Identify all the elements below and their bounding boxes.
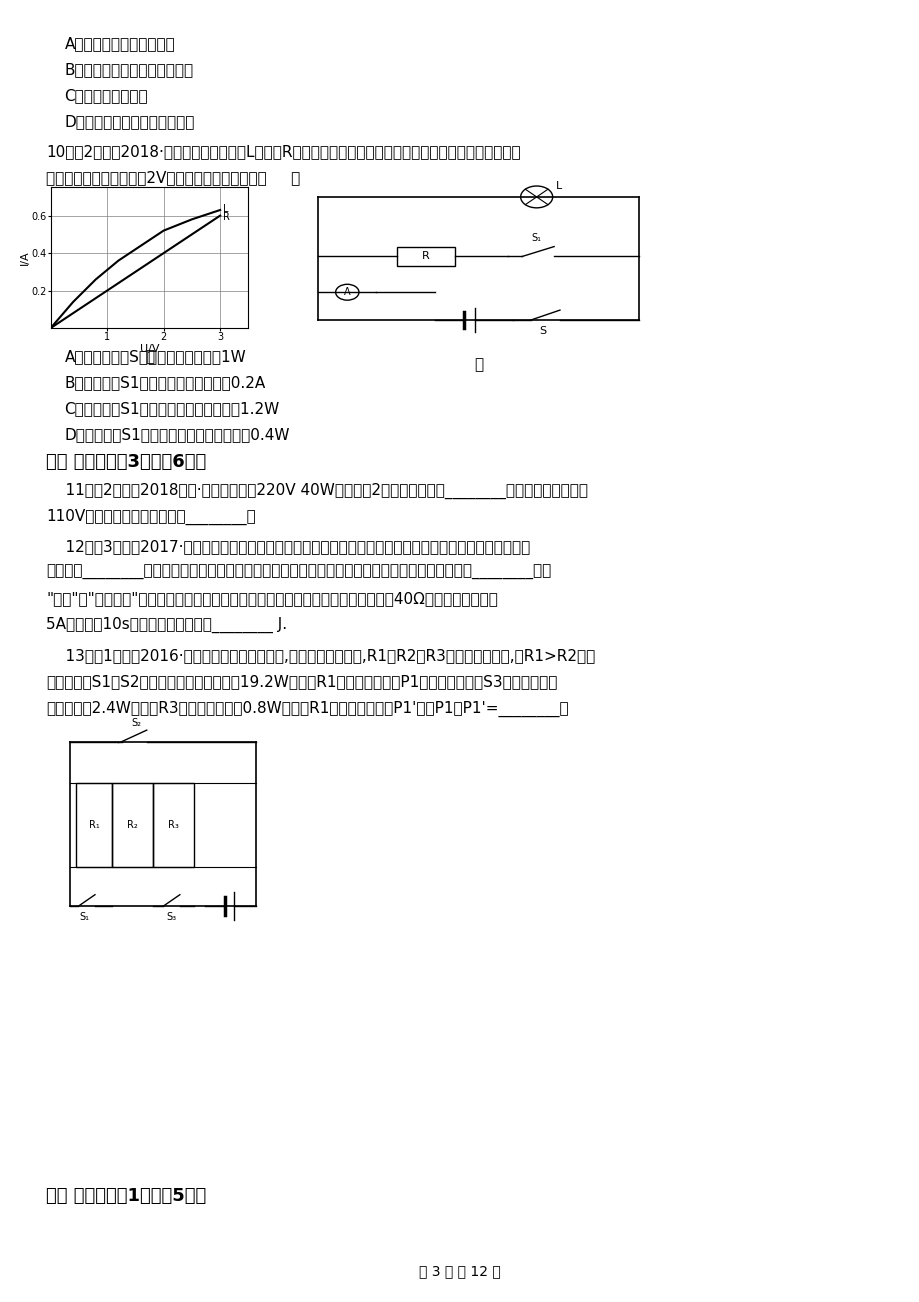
Text: 110V的电源上，其实际功率为________．: 110V的电源上，其实际功率为________． (46, 509, 255, 525)
Text: 11．（2分）（2018九上·大石桥期末）220V 40W的电灯，2度电可正常工作________小时．如果把它接在: 11．（2分）（2018九上·大石桥期末）220V 40W的电灯，2度电可正常工… (46, 483, 587, 499)
Text: C．当再闭合S1后，电路消耗的总功率为1.2W: C．当再闭合S1后，电路消耗的总功率为1.2W (64, 401, 279, 417)
Text: A．只闭合开关S，电路消耗的功率是1W: A．只闭合开关S，电路消耗的功率是1W (64, 349, 246, 365)
Text: C．扫地时灰尘飞扬: C．扫地时灰尘飞扬 (64, 89, 148, 104)
Text: 沫小球带________电；小明发现空调与台灯的电源线虽然都是铜线，但规格明显不同，这主要是因为________（填: 沫小球带________电；小明发现空调与台灯的电源线虽然都是铜线，但规格明显不… (46, 565, 550, 581)
Text: 已知该电路中电源电压是2V，则下列结论错误的是（     ）: 已知该电路中电源电压是2V，则下列结论错误的是（ ） (46, 171, 300, 186)
Text: B．炒菜时加点盐，菜就有咸味: B．炒菜时加点盐，菜就有咸味 (64, 62, 193, 78)
Text: 的电功率为2.4W，电阻R3消耗的电功率为0.8W，电阻R1消耗的电功率为P1'；则P1：P1'=________。: 的电功率为2.4W，电阻R3消耗的电功率为0.8W，电阻R1消耗的电功率为P1'… (46, 700, 568, 716)
Text: 10．（2分）（2018·德阳）图甲是小灯泡L和电阻R的电流随电压变化图象，将它们按图乙所示接入电路中。: 10．（2分）（2018·德阳）图甲是小灯泡L和电阻R的电流随电压变化图象，将它… (46, 145, 520, 160)
Text: 只闭合开关S1、S2时，电路消耗的电功率为19.2W，电阻R1消耗的电功率为P1；当只闭合开关S3时，电路消耗: 只闭合开关S1、S2时，电路消耗的电功率为19.2W，电阻R1消耗的电功率为P1… (46, 674, 557, 690)
Text: 5A，则通电10s电阻丝产生的热量为________ J.: 5A，则通电10s电阻丝产生的热量为________ J. (46, 617, 287, 633)
Text: 第 3 页 共 12 页: 第 3 页 共 12 页 (419, 1264, 500, 1277)
Text: 12．（3分）（2017·临沂）小明用毛皮摩擦过的橡胶棒与悬挂着的泡沫小球靠近时，它们相互排斥，则该泡: 12．（3分）（2017·临沂）小明用毛皮摩擦过的橡胶棒与悬挂着的泡沫小球靠近时… (46, 539, 529, 555)
Text: D．香水瓶盖打开后能闻到香味: D．香水瓶盖打开后能闻到香味 (64, 115, 195, 130)
Text: 甲: 甲 (145, 349, 153, 365)
Text: 二、 填空题（共3题；共6分）: 二、 填空题（共3题；共6分） (46, 453, 206, 471)
Text: 乙: 乙 (473, 357, 482, 372)
Text: D．当再闭合S1后，电路消耗的功率将增大0.4W: D．当再闭合S1后，电路消耗的功率将增大0.4W (64, 427, 289, 443)
Text: 三、 作图题（共1题；共5分）: 三、 作图题（共1题；共5分） (46, 1187, 206, 1206)
Text: B．当再闭合S1后，电流表示数变化了0.2A: B．当再闭合S1后，电流表示数变化了0.2A (64, 375, 266, 391)
Text: A．湿衣服在太阳下被晒干: A．湿衣服在太阳下被晒干 (64, 36, 175, 52)
Text: "长度"或"横截面积"）对导线电阻的影响；小明家的空调电辅热系统的电阻丝阻值为40Ω，工作时的电流为: "长度"或"横截面积"）对导线电阻的影响；小明家的空调电辅热系统的电阻丝阻值为4… (46, 591, 497, 607)
Text: 13．（1分）（2016·正定模拟）如图所示电路,电源两端电压一定,R1、R2、R3是三个定值电阻,且R1>R2，当: 13．（1分）（2016·正定模拟）如图所示电路,电源两端电压一定,R1、R2、… (46, 648, 595, 664)
